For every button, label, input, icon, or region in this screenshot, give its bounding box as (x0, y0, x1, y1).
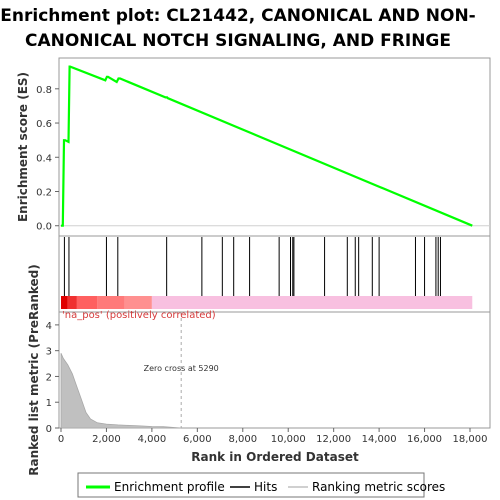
x-tick-label: 6,000 (183, 434, 212, 445)
metric-tick-label: 4 (46, 321, 52, 332)
metric-axis: 0 1 2 3 4 (46, 321, 59, 435)
es-tick-label: 0.4 (36, 153, 52, 164)
es-series-line (61, 65, 473, 227)
chart-title-line-1: Enrichment plot: CL21442, CANONICAL AND … (0, 6, 475, 26)
es-line-group (61, 65, 473, 227)
chart-title-line-2: CANONICAL NOTCH SIGNALING, AND FRINGE (25, 31, 451, 51)
legend-label-enrichment: Enrichment profile (114, 480, 225, 494)
rank-bar-segment (124, 296, 152, 309)
zero-cross-label: Zero cross at 5290 (144, 364, 219, 373)
x-tick-label: 4,000 (138, 434, 167, 445)
es-tick-label: 0.2 (36, 188, 52, 199)
es-tick-label: 0.0 (36, 222, 52, 233)
metric-axis-title: Ranked list metric (PreRanked) (27, 264, 41, 476)
legend-label-hits: Hits (254, 480, 277, 494)
es-panel (58, 57, 491, 237)
es-tick-label: 0.8 (36, 85, 52, 96)
es-axis: 0.0 0.2 0.4 0.6 0.8 (36, 85, 490, 233)
metric-tick-label: 3 (46, 347, 52, 358)
x-tick-label: 18,000 (453, 434, 488, 445)
x-axis-title: Rank in Ordered Dataset (191, 450, 359, 464)
metric-tick-label: 0 (46, 424, 52, 435)
x-tick-label: 12,000 (316, 434, 351, 445)
metric-tick-label: 2 (46, 372, 52, 383)
metric-tick-label: 1 (46, 398, 52, 409)
legend-box (77, 472, 425, 498)
metric-area (60, 353, 182, 429)
legend-label-metric: Ranking metric scores (312, 480, 445, 494)
positive-correlated-label: 'na_pos' (positively correlated) (62, 310, 216, 321)
rank-bar-segment (61, 296, 68, 309)
es-tick-label: 0.6 (36, 119, 52, 130)
x-tick-label: 8,000 (228, 434, 257, 445)
rank-bar-segment (151, 296, 473, 309)
x-tick-label: 2,000 (92, 434, 121, 445)
rank-bar-segment (76, 296, 98, 309)
x-tick-label: 14,000 (362, 434, 397, 445)
hits-group (63, 237, 441, 296)
metric-panel (58, 311, 491, 429)
rank-color-bar (61, 296, 473, 309)
x-tick-label: 10,000 (271, 434, 306, 445)
metric-area-group (60, 353, 182, 429)
rank-bar-segment (67, 296, 77, 309)
x-tick-label: 0 (58, 434, 64, 445)
rank-bar-segment (97, 296, 125, 309)
x-axis: 0 2,000 4,000 6,000 8,000 10,000 12,000 14,000 1… (58, 428, 488, 445)
x-tick-label: 16,000 (407, 434, 442, 445)
es-axis-title: Enrichment score (ES) (16, 72, 30, 222)
